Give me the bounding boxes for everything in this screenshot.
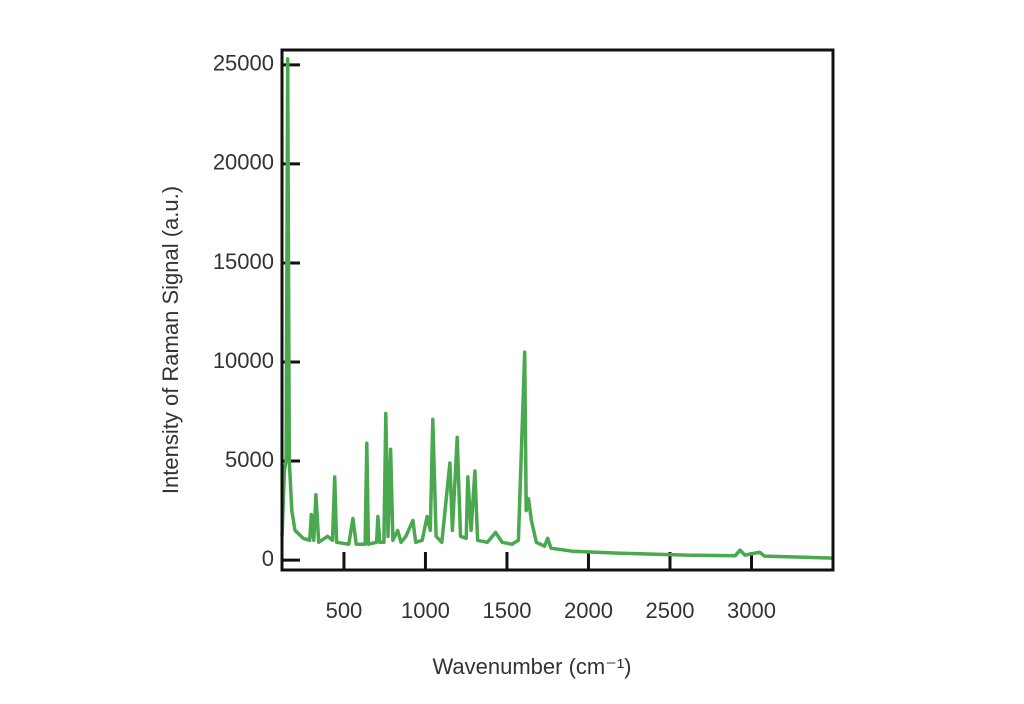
x-tick-label: 2500 <box>646 598 695 623</box>
x-tick-label: 500 <box>326 598 363 623</box>
x-tick-label: 3000 <box>727 598 776 623</box>
y-tick-label: 10000 <box>213 348 274 373</box>
spectrum-line <box>280 57 834 560</box>
y-tick-label: 0 <box>262 546 274 571</box>
y-axis-label: Intensity of Raman Signal (a.u.) <box>158 186 183 494</box>
y-tick-label: 5000 <box>225 447 274 472</box>
x-tick-label: 1000 <box>401 598 450 623</box>
x-tick-label: 2000 <box>564 598 613 623</box>
y-tick-label: 25000 <box>213 51 274 76</box>
x-tick-label: 1500 <box>482 598 531 623</box>
plot-frame <box>280 48 835 572</box>
y-tick-label: 15000 <box>213 249 274 274</box>
y-tick-label: 20000 <box>213 150 274 175</box>
x-axis-label: Wavenumber (cm⁻¹) <box>432 654 631 679</box>
